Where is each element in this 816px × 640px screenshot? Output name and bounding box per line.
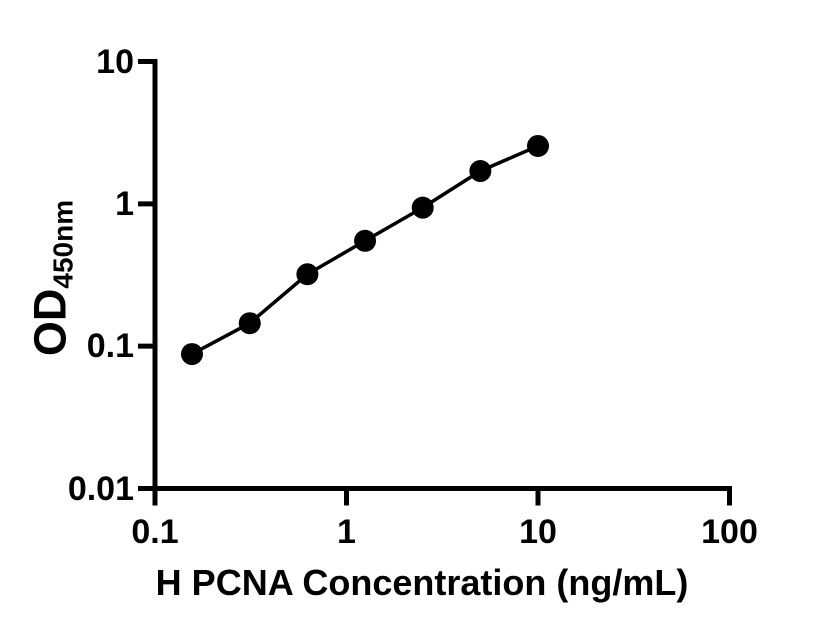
- x-tick-label: 100: [701, 513, 758, 551]
- y-tick-label: 10: [96, 42, 134, 81]
- y-axis-title: OD450nm: [25, 200, 80, 356]
- y-axis-title-subscript: 450nm: [47, 199, 79, 289]
- y-tick-label: 0.1: [86, 327, 134, 366]
- y-axis-title-main: OD: [24, 288, 76, 357]
- data-point: [469, 160, 492, 183]
- x-tick-label: 10: [519, 513, 557, 551]
- x-tick-label: 0.1: [131, 513, 179, 551]
- x-axis-title: H PCNA Concentration (ng/mL): [155, 562, 689, 603]
- data-point: [296, 263, 319, 286]
- data-point: [238, 312, 261, 335]
- data-point: [354, 229, 377, 252]
- data-point: [527, 134, 549, 157]
- x-tick-label: 1: [337, 513, 356, 551]
- data-point: [411, 196, 434, 219]
- y-tick-label: 1: [115, 184, 134, 223]
- data-point: [180, 343, 203, 366]
- y-tick-label: 0.01: [67, 469, 134, 508]
